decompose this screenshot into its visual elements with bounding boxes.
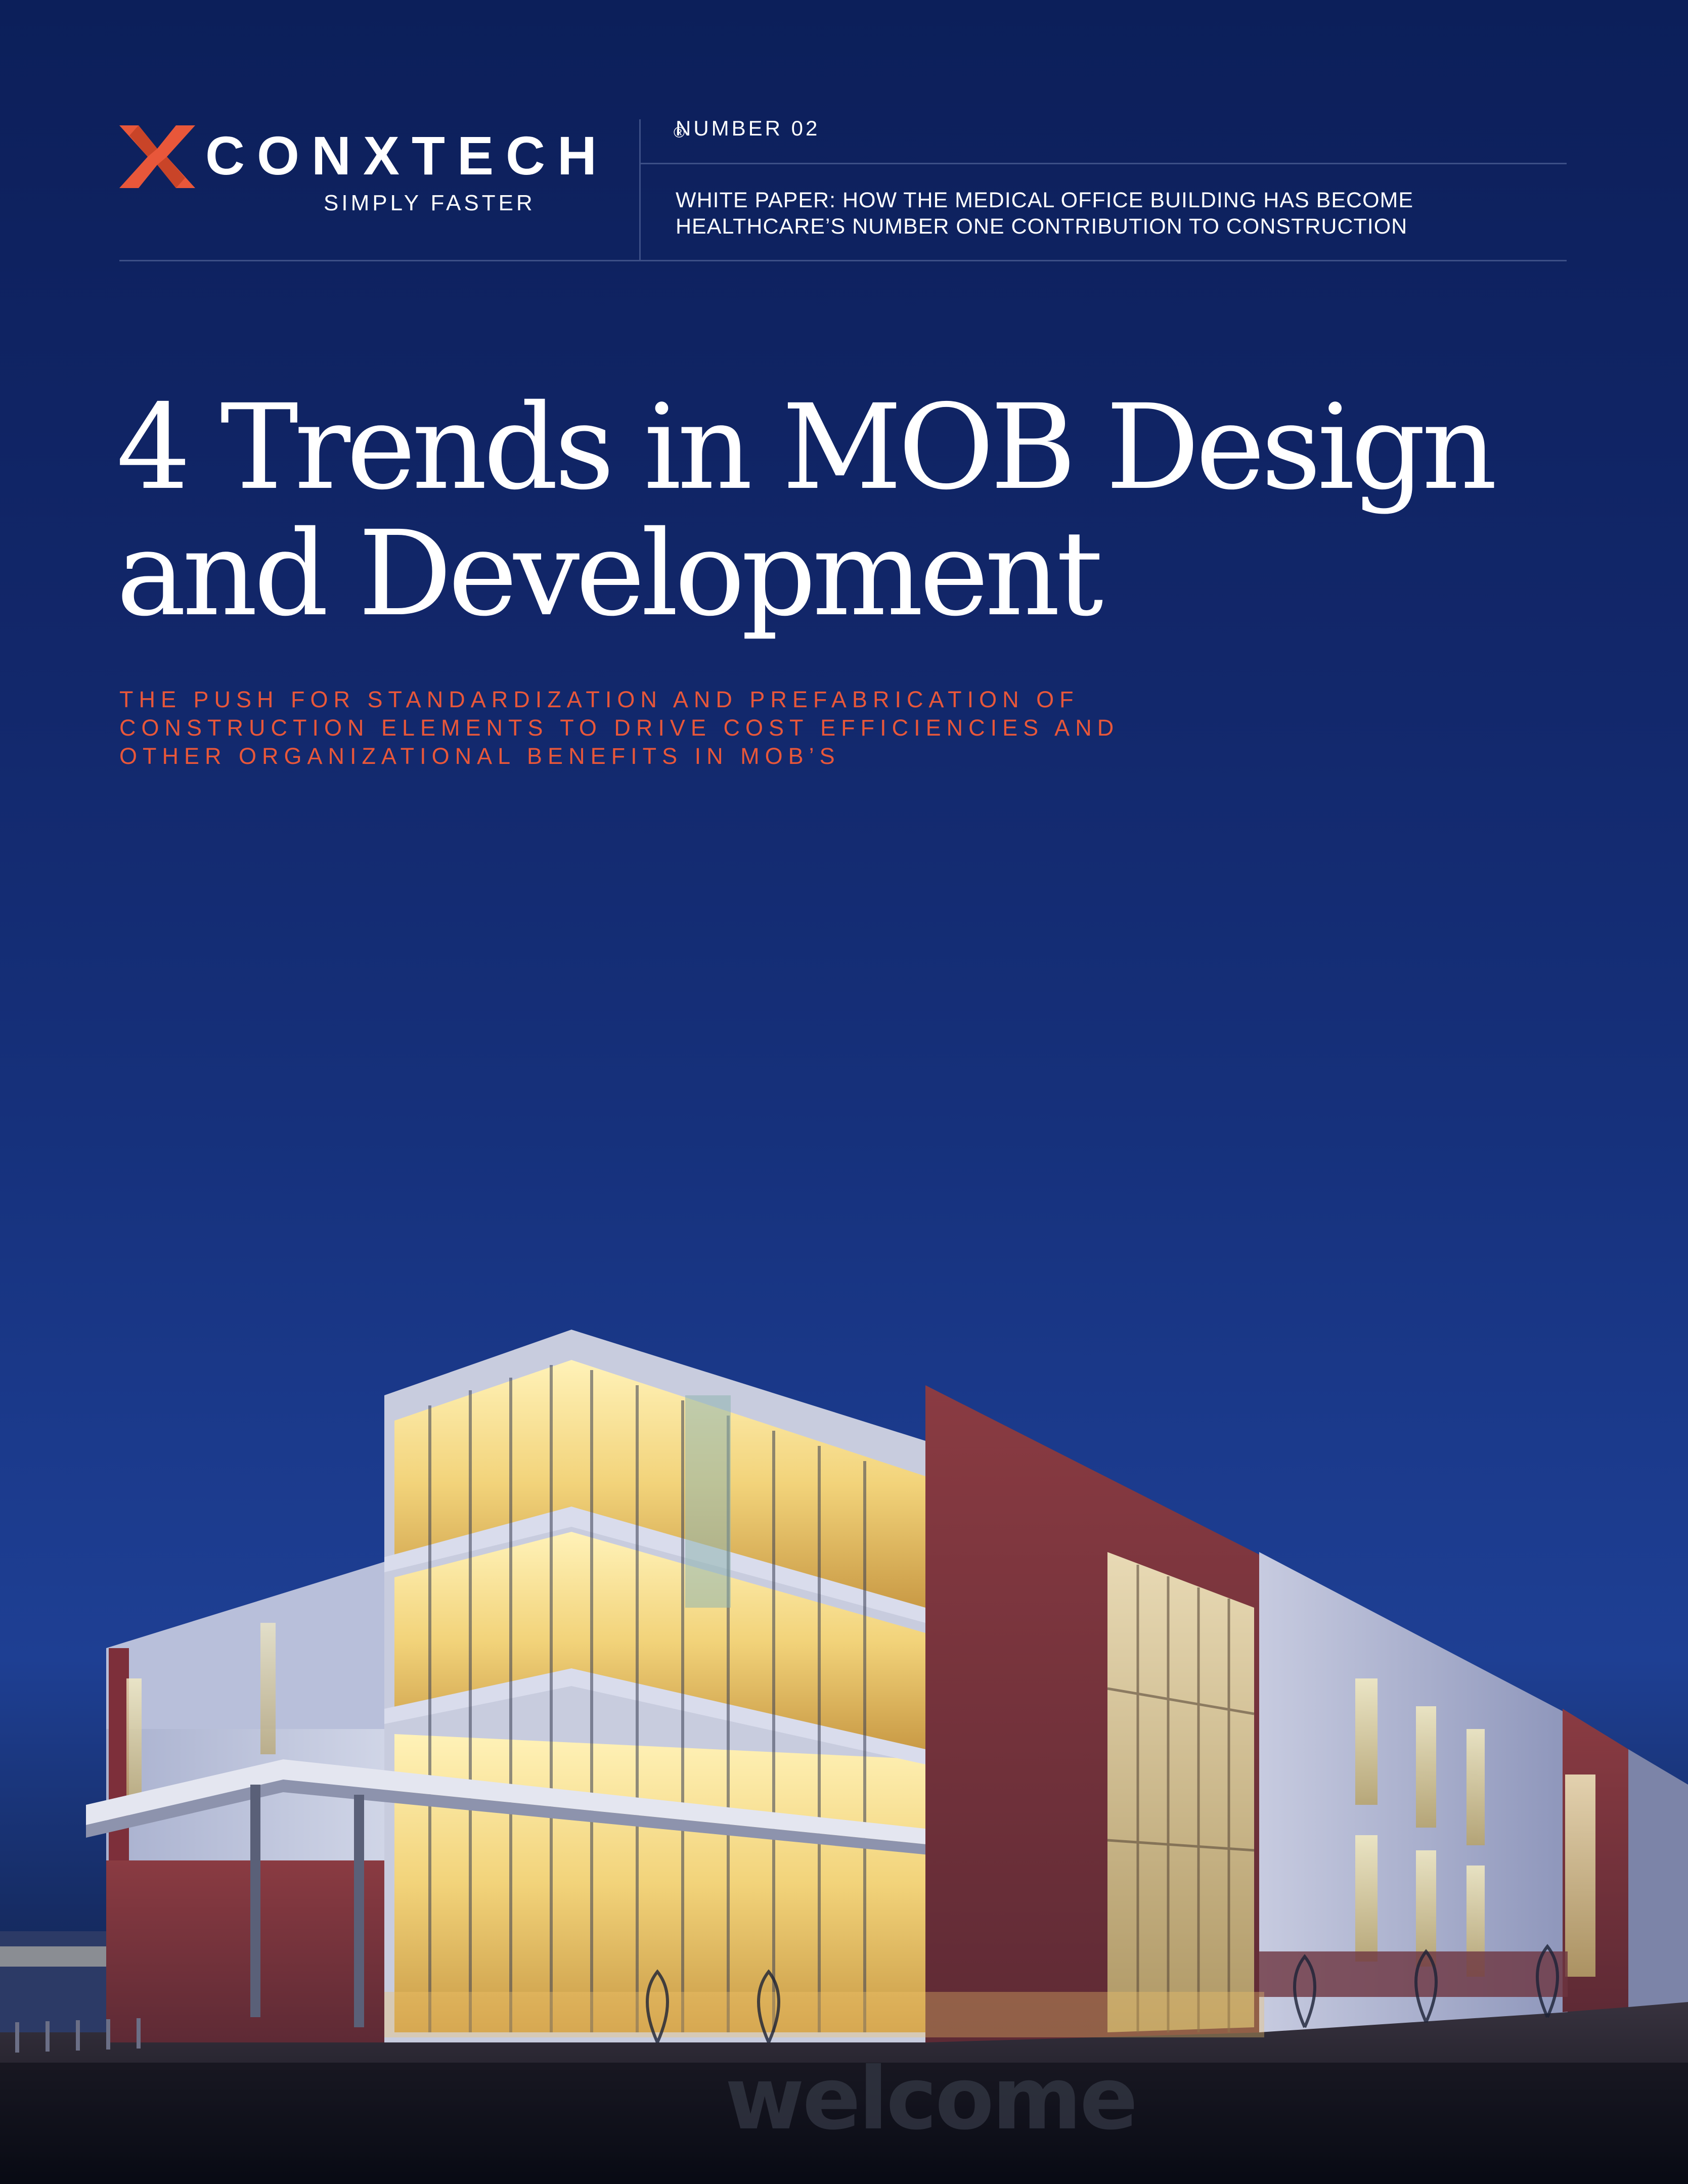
white-paper-label: WHITE PAPER: HOW THE MEDICAL OFFICE BUIL…: [676, 187, 1556, 240]
page-title-line: and Development: [116, 506, 1103, 642]
header-middle-divider: [639, 163, 1567, 164]
brand-tagline: SIMPLY FASTER: [324, 191, 536, 215]
registered-mark: ®: [674, 124, 685, 141]
header-vertical-divider: [639, 119, 641, 261]
header-bottom-divider: [119, 260, 1567, 261]
medical-office-building-photo: welcome: [0, 1330, 1688, 2184]
white-paper-label-line: HEALTHCARE’S NUMBER ONE CONTRIBUTION TO …: [676, 214, 1408, 239]
page-subtitle-line: CONSTRUCTION ELEMENTS TO DRIVE COST EFFI…: [119, 715, 1120, 741]
brand-name: CONXTECH: [205, 125, 609, 186]
issue-number: NUMBER 02: [676, 116, 820, 140]
page-title-line: 4 Trends in MOB Design: [116, 379, 1497, 516]
white-paper-label-line: WHITE PAPER: HOW THE MEDICAL OFFICE BUIL…: [676, 188, 1414, 212]
page-title: 4 Trends in MOB Design and Development: [116, 384, 1583, 637]
welcome-sign: welcome: [725, 2049, 1136, 2149]
page-subtitle: THE PUSH FOR STANDARDIZATION AND PREFABR…: [119, 686, 1333, 770]
page-subtitle-line: THE PUSH FOR STANDARDIZATION AND PREFABR…: [119, 687, 1079, 712]
page-subtitle-line: OTHER ORGANIZATIONAL BENEFITS IN MOB’S: [119, 743, 840, 769]
conxtech-logo: CONXTECH ® SIMPLY FASTER: [119, 125, 685, 226]
x-mark-logo-icon: [119, 125, 195, 188]
